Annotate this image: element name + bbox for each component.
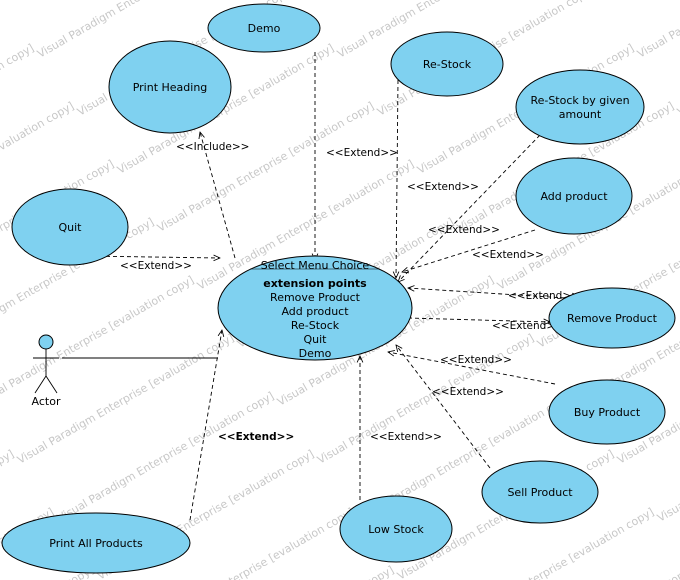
extend-label-print-all: <<Extend>> <box>218 431 294 443</box>
use-case-buy-product[interactable]: Buy Product <box>548 379 666 445</box>
use-case-demo[interactable]: Demo <box>207 3 321 53</box>
extend-label-remove-upper: <<Extend>> <box>508 290 580 302</box>
add-product-extend-line <box>402 229 536 272</box>
use-case-restock-label: Re-Stock <box>423 58 472 71</box>
extension-point: Re-Stock <box>291 319 340 332</box>
use-case-sell-product[interactable]: Sell Product <box>481 460 599 524</box>
use-case-add-product[interactable]: Add product <box>515 157 633 235</box>
extend-label-buy: <<Extend>> <box>440 354 512 366</box>
use-case-remove-product[interactable]: Remove Product <box>548 287 676 349</box>
use-case-print-heading[interactable]: Print Heading <box>108 40 232 134</box>
watermark-text: Visual Paradigm Enterprise [evaluation c… <box>475 563 680 580</box>
watermark-text: Visual Paradigm Enterprise [evaluation c… <box>635 0 680 61</box>
watermark-text: Visual Paradigm Enterprise [evaluation c… <box>175 563 396 580</box>
main-use-case-title: Select Menu Choice <box>261 259 370 272</box>
use-case-low-stock-label: Low Stock <box>368 523 424 536</box>
watermark-text: Visual Paradigm Enterprise [evaluation c… <box>595 0 680 3</box>
use-case-print-all-products-label: Print All Products <box>49 537 143 550</box>
extension-point: Remove Product <box>270 291 361 304</box>
actor-leg-left-icon <box>34 375 47 394</box>
buy-product-extend-line <box>388 352 556 385</box>
use-case-add-product-label: Add product <box>540 190 608 203</box>
use-case-sell-product-label: Sell Product <box>507 486 573 499</box>
actor[interactable]: Actor <box>32 334 61 408</box>
use-case-remove-product-label: Remove Product <box>567 312 658 325</box>
watermark-text: Visual Paradigm Enterprise [evaluation c… <box>0 0 216 3</box>
extend-label-restock: <<Extend>> <box>407 181 479 193</box>
sell-product-extend-line <box>396 345 491 469</box>
watermark-text: Visual Paradigm Enterprise [evaluation c… <box>55 389 276 524</box>
extension-points-heading: extension points <box>263 277 367 290</box>
restock-extend-line <box>396 79 398 278</box>
remove-product-extend-line-upper <box>408 288 566 299</box>
use-case-quit-label: Quit <box>59 221 83 234</box>
use-case-print-heading-label: Print Heading <box>133 81 208 94</box>
remove-product-extend-line-lower <box>407 317 550 322</box>
use-case-restock[interactable]: Re-Stock <box>390 31 504 97</box>
use-case-restock-amount-line2: amount <box>559 108 602 121</box>
extension-point: Quit <box>304 333 328 346</box>
extend-label-sell: <<Extend>> <box>432 386 504 398</box>
use-case-restock-by-amount[interactable]: Re-Stock by given amount <box>515 69 645 145</box>
use-case-print-all-products[interactable]: Print All Products <box>1 512 191 574</box>
watermark-text: Visual Paradigm Enterprise [evaluation c… <box>0 41 36 176</box>
stereotype-labels: <<Include>> <<Extend>> <<Extend>> <<Exte… <box>120 141 580 443</box>
actor-head-icon <box>38 334 54 350</box>
use-case-buy-product-label: Buy Product <box>574 406 641 419</box>
print-heading-include-line <box>200 132 236 259</box>
watermark-text: Visual Paradigm Enterprise [evaluation c… <box>0 447 16 580</box>
extension-point: Demo <box>299 347 332 360</box>
actor-leg-right-icon <box>45 375 58 394</box>
extend-label-remove-lower: <<Extend>> <box>492 320 564 332</box>
use-case-select-menu-choice[interactable]: Select Menu Choice extension points Remo… <box>217 255 413 361</box>
extension-point: Add product <box>281 305 349 318</box>
watermark-text: Visual Paradigm Enterprise [evaluation c… <box>295 0 516 3</box>
use-case-restock-amount-line1: Re-Stock by given <box>530 94 629 107</box>
use-case-low-stock[interactable]: Low Stock <box>339 495 453 563</box>
extend-label-add-product: <<Extend>> <box>472 249 544 261</box>
extend-label-restock-amount: <<Extend>> <box>428 224 500 236</box>
actor-label: Actor <box>32 395 61 408</box>
extend-label-quit: <<Extend>> <box>120 260 192 272</box>
use-case-demo-label: Demo <box>248 22 281 35</box>
use-case-quit[interactable]: Quit <box>11 188 129 266</box>
restock-amount-extend-line <box>398 134 541 282</box>
include-label: <<Include>> <box>176 141 249 153</box>
relationships <box>62 52 566 521</box>
extend-label-low-stock: <<Extend>> <box>370 431 442 443</box>
watermark-text: Visual Paradigm Enterprise [evaluation c… <box>675 0 680 119</box>
extend-label-demo: <<Extend>> <box>326 147 398 159</box>
